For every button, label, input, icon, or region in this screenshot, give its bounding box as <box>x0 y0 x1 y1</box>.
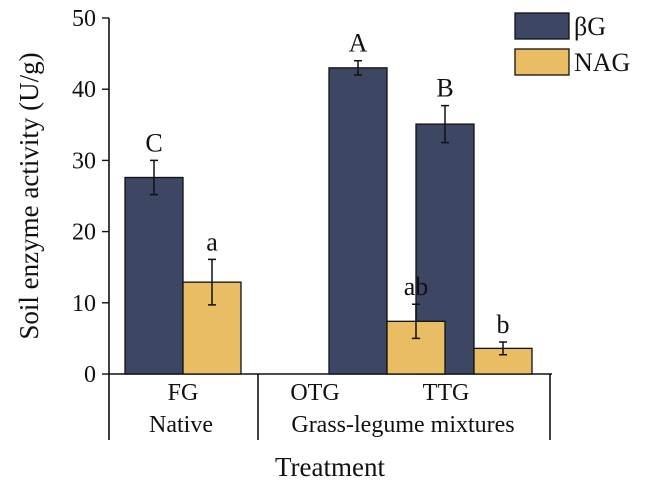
legend: βG NAG <box>514 12 630 77</box>
y-tick-label: 40 <box>72 77 96 103</box>
bar-bg-fg <box>124 176 184 375</box>
group-labels: Native Grass-legume mixtures <box>149 412 515 438</box>
legend-swatch <box>514 12 570 40</box>
legend-label: NAG <box>574 48 630 77</box>
significance-letter: b <box>497 310 510 339</box>
significance-letter: ab <box>404 272 429 301</box>
significance-letter: C <box>145 128 162 157</box>
error-bar <box>208 258 216 306</box>
error-bar <box>499 341 507 356</box>
y-tick-label: 20 <box>72 220 96 246</box>
group-label: Grass-legume mixtures <box>291 412 514 438</box>
y-tick-label: 30 <box>72 148 96 174</box>
legend-label: βG <box>574 12 606 41</box>
y-ticks: 0 10 20 30 40 50 <box>72 6 109 388</box>
significance-letter: A <box>349 29 368 58</box>
significance-letter: B <box>436 74 453 103</box>
error-bar <box>441 104 449 144</box>
bar-bg-otg <box>328 67 388 375</box>
legend-swatch <box>514 48 570 76</box>
x-axis-label: Treatment <box>275 452 385 482</box>
x-tick-label-ttg: TTG <box>423 380 470 406</box>
y-tick-label: 50 <box>72 6 96 32</box>
x-tick-labels: FG OTG TTG <box>168 380 470 406</box>
y-tick-label: 10 <box>72 291 96 317</box>
y-tick-label: 0 <box>84 362 96 388</box>
x-tick-label-fg: FG <box>168 380 199 406</box>
x-tick-label-otg: OTG <box>290 380 339 406</box>
y-axis-label: Soil enzyme activity (U/g) <box>14 52 44 339</box>
error-bar <box>412 303 420 340</box>
x-axis-grouping <box>108 374 551 440</box>
significance-letter: a <box>206 227 218 256</box>
significance-letters: C A Ba ab b <box>145 29 509 339</box>
error-bars <box>150 59 507 356</box>
error-bar <box>150 159 158 196</box>
plot-area: 0 10 20 30 40 50 C A Ba ab b <box>72 6 552 388</box>
bars <box>124 67 533 375</box>
group-label: Native <box>149 412 213 438</box>
error-bar <box>354 59 362 76</box>
